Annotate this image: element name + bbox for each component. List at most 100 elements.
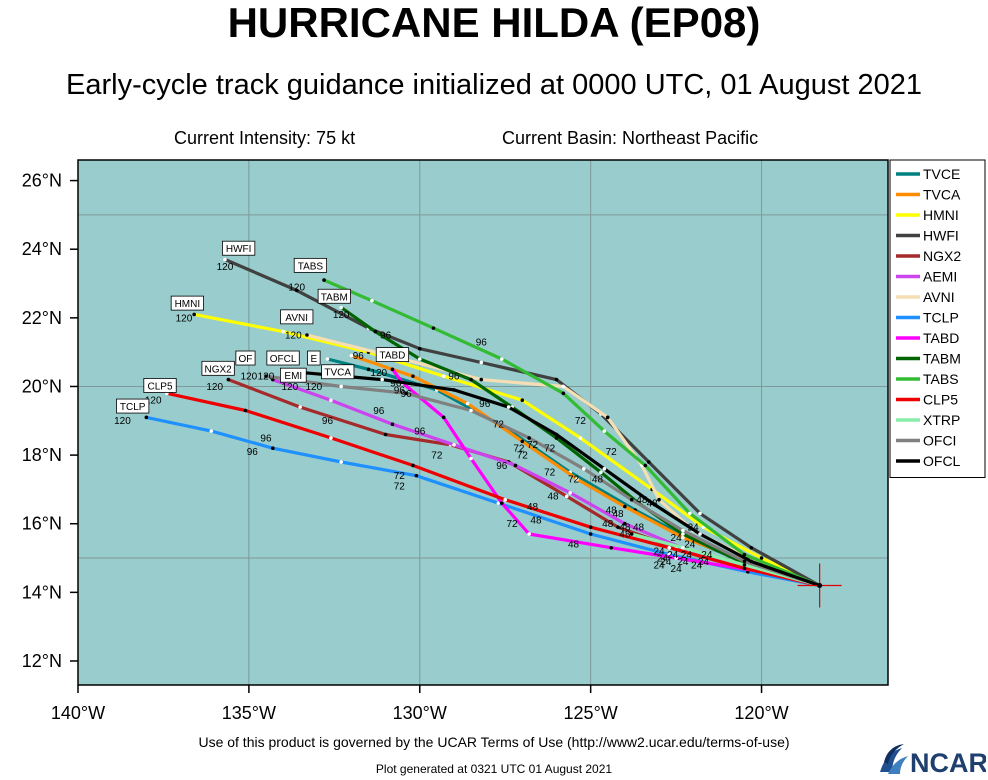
track-point bbox=[609, 545, 613, 550]
track-point bbox=[698, 511, 702, 516]
track-point bbox=[469, 377, 473, 382]
legend-entry-xtrp: XTRP bbox=[896, 412, 960, 428]
ocean-background bbox=[78, 160, 888, 685]
track-point bbox=[599, 470, 603, 475]
forecast-hour-label: 72 bbox=[527, 440, 539, 451]
track-point bbox=[322, 278, 326, 282]
track-point bbox=[414, 473, 419, 478]
forecast-hour-label: 72 bbox=[517, 451, 529, 462]
model-end-label: OF bbox=[235, 350, 256, 366]
track-point bbox=[144, 415, 149, 420]
model-end-label-text: CLP5 bbox=[148, 381, 173, 392]
forecast-hour-label: 24 bbox=[671, 564, 683, 575]
track-point bbox=[441, 374, 446, 378]
track-point bbox=[339, 460, 343, 464]
legend-label: CLP5 bbox=[923, 392, 958, 408]
track-point bbox=[742, 559, 747, 564]
forecast-hour-label: 120 bbox=[114, 416, 131, 427]
forecast-hour-label: 120 bbox=[288, 282, 305, 293]
legend-entry-ngx2: NGX2 bbox=[896, 248, 961, 264]
track-point bbox=[329, 436, 333, 440]
legend-entry-clp5: CLP5 bbox=[896, 392, 958, 408]
forecast-hour-label: 96 bbox=[479, 399, 491, 410]
track-ofci bbox=[264, 374, 822, 588]
forecast-hour-label: 48 bbox=[636, 495, 648, 506]
model-end-label: AVNI bbox=[280, 309, 314, 325]
track-point bbox=[561, 384, 566, 389]
forecast-hour-label: 72 bbox=[544, 468, 556, 479]
track-point bbox=[561, 391, 566, 396]
model-end-label-text: TCLP bbox=[120, 402, 146, 413]
track-point bbox=[513, 463, 518, 468]
track-point bbox=[527, 532, 531, 536]
forecast-hour-label: 48 bbox=[619, 523, 631, 534]
x-tick-label: 130°W bbox=[393, 703, 447, 723]
forecast-hour-label: 96 bbox=[401, 389, 413, 400]
forecast-hour-label: 96 bbox=[448, 372, 460, 383]
track-guidance-chart: 140°W 135°W 130°W 125°W 120°W 12°N 14°N 16°N 18°… bbox=[22, 159, 986, 723]
forecast-hour-label: 48 bbox=[633, 523, 645, 534]
track-point bbox=[568, 491, 572, 495]
track-point bbox=[294, 288, 299, 293]
track-point bbox=[417, 346, 422, 351]
track-point bbox=[383, 432, 388, 437]
forecast-hour-label: 96 bbox=[476, 337, 488, 348]
track-point bbox=[223, 257, 227, 262]
forecast-hour-label: 72 bbox=[506, 519, 518, 530]
legend-label: TABS bbox=[923, 371, 959, 387]
track-point bbox=[264, 374, 268, 378]
forecast-hour-label: 48 bbox=[527, 502, 539, 513]
chart-title: HURRICANE HILDA (EP08) bbox=[227, 0, 761, 46]
track-point bbox=[605, 415, 610, 420]
legend-entry-hwfi: HWFI bbox=[896, 228, 959, 244]
track-point bbox=[681, 535, 685, 540]
track-point bbox=[373, 329, 378, 334]
track-point bbox=[623, 521, 627, 526]
track-point bbox=[759, 556, 764, 560]
track-point bbox=[305, 333, 309, 337]
y-tick-label: 12°N bbox=[22, 651, 62, 671]
y-tick-label: 14°N bbox=[22, 582, 62, 602]
forecast-hour-label: 96 bbox=[373, 406, 385, 417]
forecast-hour-label: 72 bbox=[394, 471, 406, 482]
forecast-hour-label: 24 bbox=[653, 547, 665, 558]
current-basin: Current Basin: Northeast Pacific bbox=[502, 128, 759, 148]
track-point bbox=[479, 377, 484, 382]
model-end-label-text: TABD bbox=[379, 351, 405, 362]
track-line bbox=[302, 371, 822, 588]
forecast-hour-label: 48 bbox=[612, 509, 624, 520]
track-point bbox=[749, 559, 754, 564]
model-end-label: TVCA bbox=[321, 364, 355, 380]
legend-entry-tabm: TABM bbox=[896, 351, 961, 367]
track-point bbox=[554, 432, 559, 437]
y-tick-label: 16°N bbox=[22, 514, 62, 534]
model-end-label: TCLP bbox=[116, 398, 150, 414]
legend-label: TVCE bbox=[923, 166, 960, 182]
track-tabs bbox=[322, 278, 822, 588]
track-point bbox=[681, 528, 685, 533]
forecast-hour-label: 24 bbox=[684, 540, 696, 551]
current-position-marker bbox=[797, 563, 842, 608]
model-end-label-text: OFCL bbox=[270, 354, 297, 365]
model-end-label: TABM bbox=[317, 288, 351, 304]
track-point bbox=[469, 408, 473, 413]
model-end-label-text: EMI bbox=[284, 371, 302, 382]
track-point bbox=[404, 391, 408, 396]
track-point bbox=[650, 501, 654, 505]
track-point bbox=[506, 405, 511, 409]
forecast-hour-label: 120 bbox=[176, 313, 193, 324]
forecast-hour-label: 96 bbox=[260, 433, 272, 444]
forecast-hour-label: 96 bbox=[414, 427, 426, 438]
forecast-hour-label: 96 bbox=[394, 385, 406, 396]
legend-label: HWFI bbox=[923, 228, 959, 244]
track-point bbox=[452, 443, 456, 447]
model-end-label: TABD bbox=[375, 347, 410, 362]
forecast-hour-label: 72 bbox=[431, 451, 443, 462]
legend-label: AEMI bbox=[923, 269, 957, 285]
track-point bbox=[192, 312, 197, 317]
plot-generated-note: Plot generated at 0321 UTC 01 August 202… bbox=[375, 762, 613, 776]
forecast-hour-label: 96 bbox=[247, 447, 259, 458]
x-tick-label: 140°W bbox=[51, 703, 105, 723]
forecast-hour-label: 72 bbox=[606, 447, 618, 458]
legend-label: OFCL bbox=[923, 453, 961, 469]
